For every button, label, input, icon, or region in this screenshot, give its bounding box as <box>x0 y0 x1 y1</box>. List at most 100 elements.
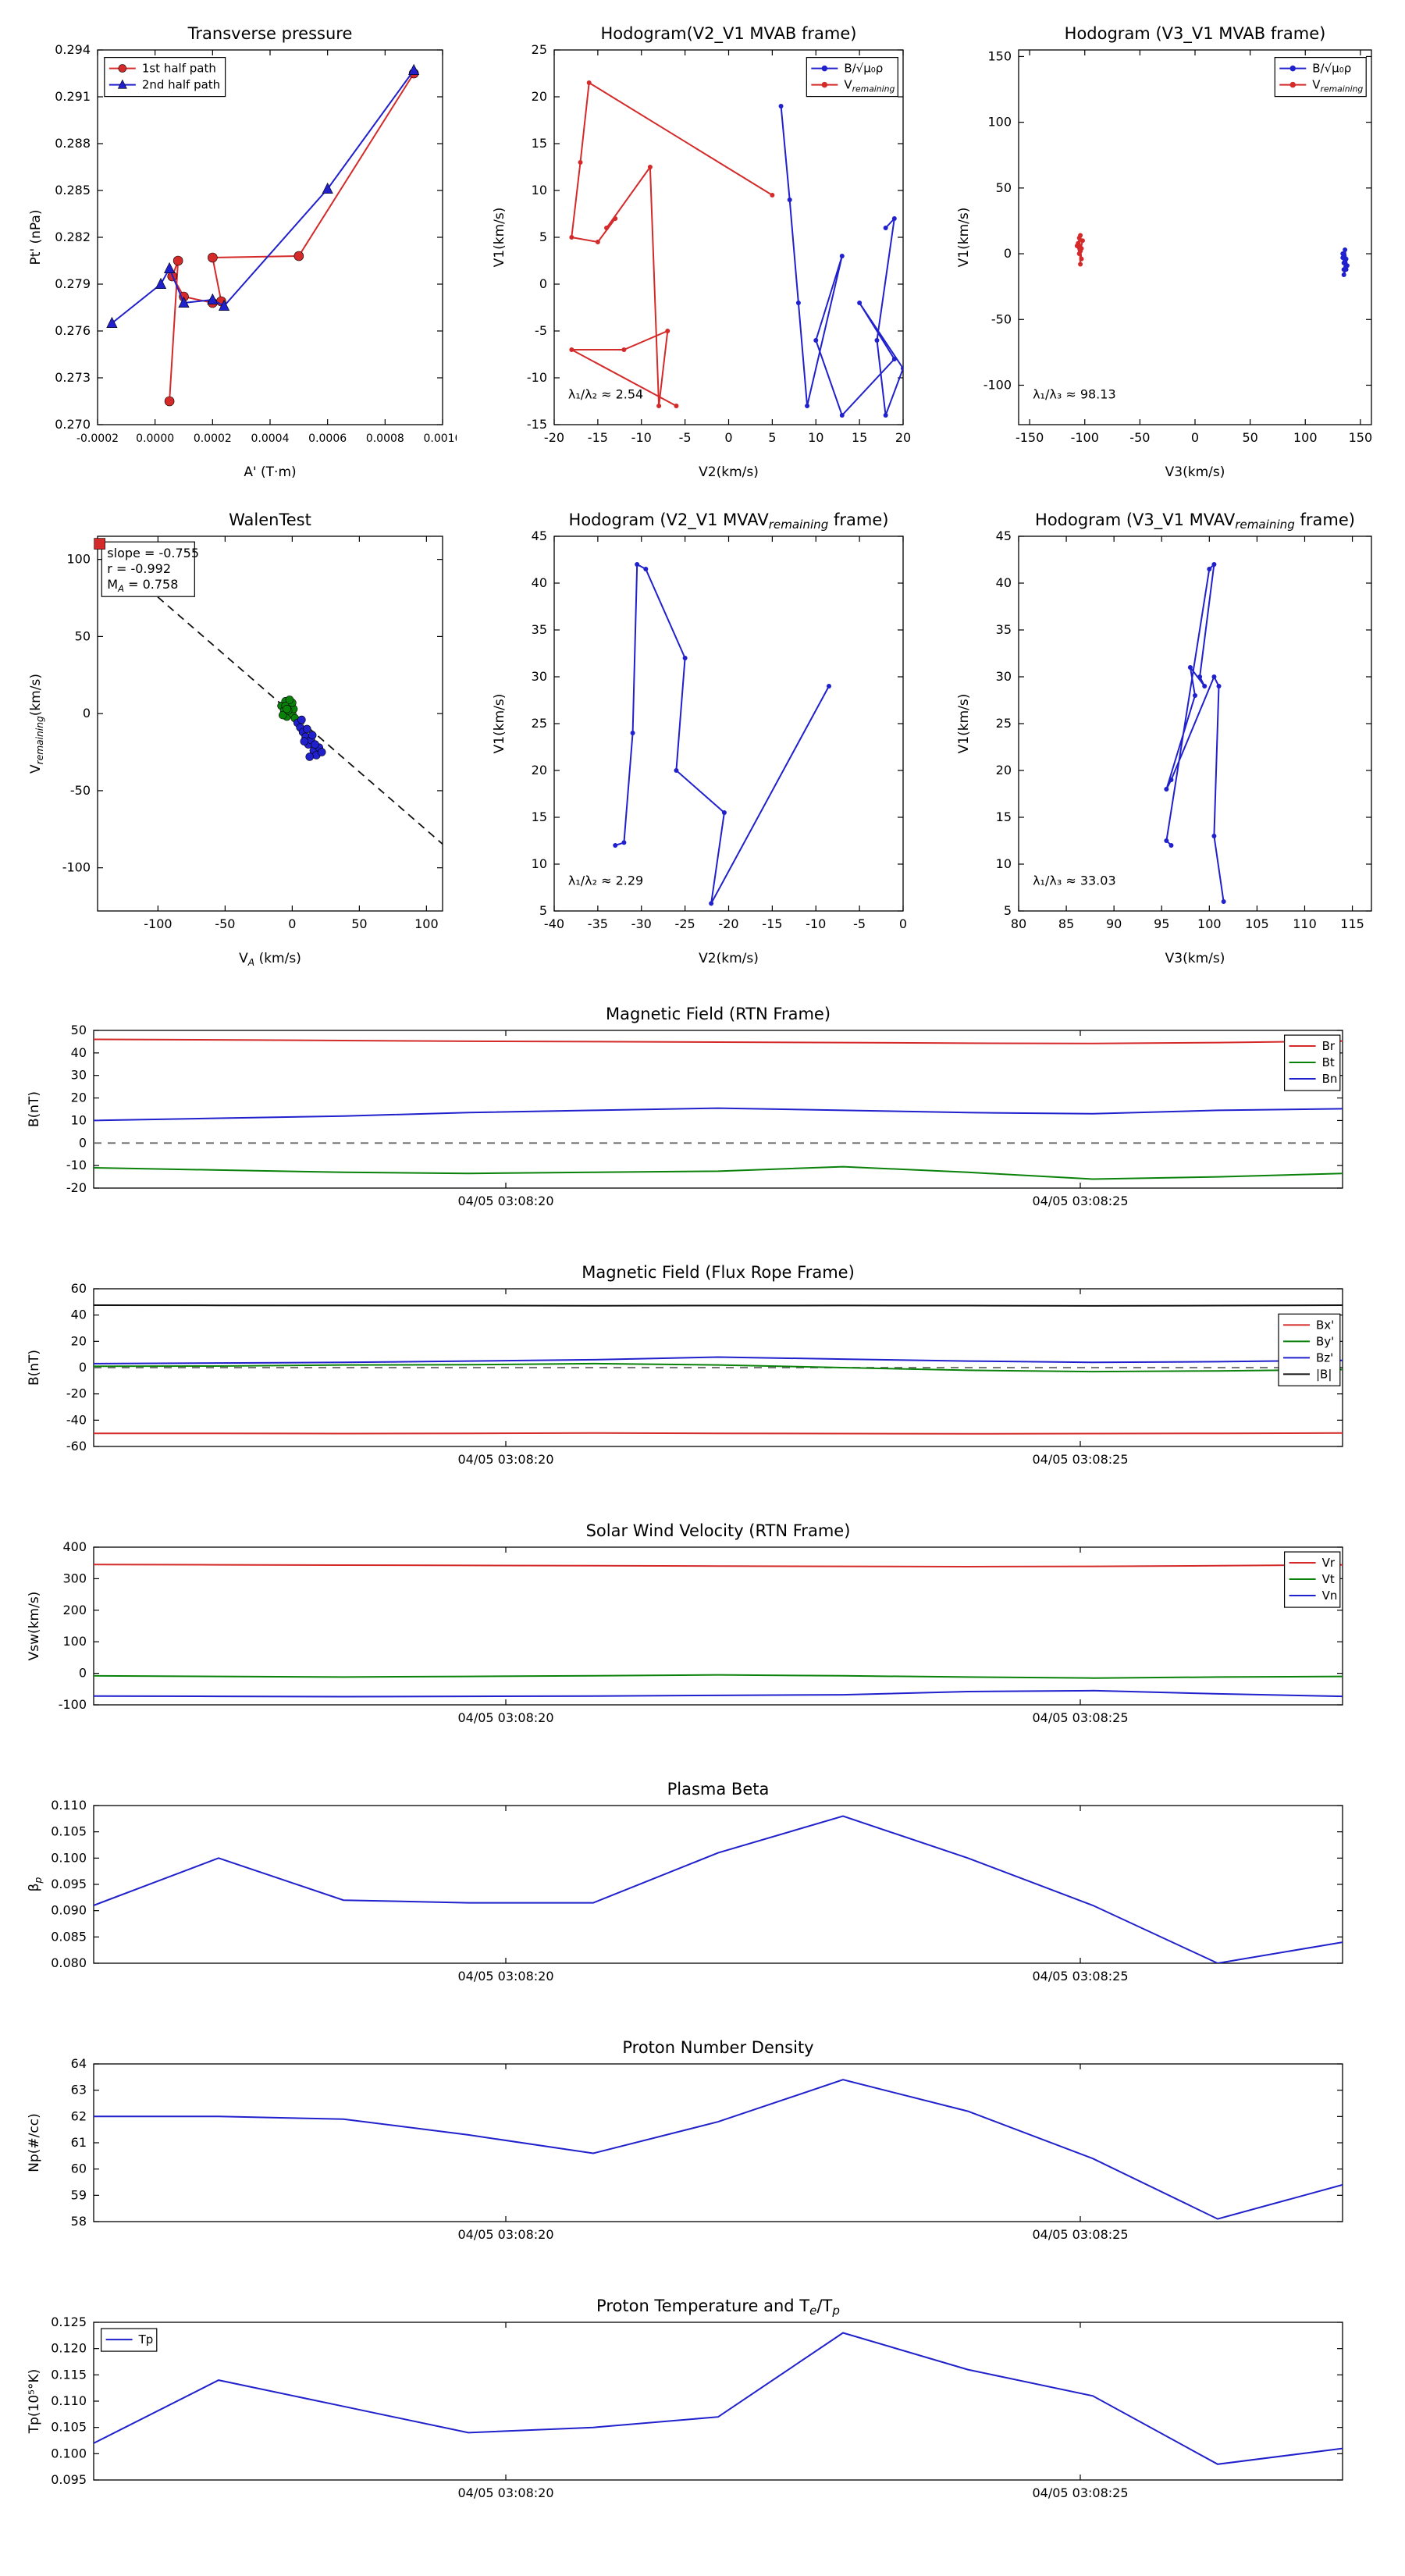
mag-rtn-series-br <box>94 1038 1343 1044</box>
svg-text:0.0002: 0.0002 <box>194 432 232 445</box>
svg-text:-0.0002: -0.0002 <box>76 432 119 445</box>
hodogram-v2v1-mvab-title: Hodogram(V2_V1 MVAB frame) <box>601 24 857 44</box>
svg-text:Bt: Bt <box>1322 1055 1335 1069</box>
svg-text:25: 25 <box>532 716 547 731</box>
transverse-pressure-legend: 1st half path 2nd half path <box>104 56 226 98</box>
svg-text:0: 0 <box>899 916 907 931</box>
svg-text:Vremaining: Vremaining <box>844 78 895 94</box>
svg-text:15: 15 <box>852 430 867 445</box>
svg-text:0: 0 <box>288 916 296 931</box>
svg-text:0.276: 0.276 <box>55 323 91 338</box>
svg-text:04/05 03:08:25: 04/05 03:08:25 <box>1032 2227 1128 2242</box>
plasma-beta-title: Plasma Beta <box>667 1780 770 1799</box>
hodogram-v3v1-mvav-ylabel: V1(km/s) <box>956 694 972 754</box>
svg-text:45: 45 <box>996 528 1012 543</box>
svg-text:0.095: 0.095 <box>51 1877 87 1891</box>
hodogram-v2v1-mvab-series-b <box>780 105 903 417</box>
hodogram-v2v1-mvab-plot-area <box>553 49 904 425</box>
hodogram-v3v1-mvab-title: Hodogram (V3_V1 MVAB frame) <box>1065 24 1326 44</box>
chart-magnetic-field-rtn: Magnetic Field (RTN Frame) 04/05 03:08:20… <box>20 999 1362 1226</box>
proton-temp-plot-area <box>93 2322 1343 2481</box>
svg-text:slope = -0.755: slope = -0.755 <box>107 546 199 560</box>
svg-text:-5: -5 <box>679 430 692 445</box>
walen-test-series-fit-line <box>98 544 443 845</box>
hodogram-v2v1-mvav-series-v <box>614 563 830 904</box>
svg-text:MA = 0.758: MA = 0.758 <box>107 577 178 594</box>
hodogram-v3v1-mvav-svg: Hodogram (V3_V1 MVAVremaining frame) 80 85… <box>956 511 1372 966</box>
mag-fluxrope-ylabel: B(nT) <box>27 1350 42 1386</box>
chart-plasma-beta: Plasma Beta 04/05 03:08:20 04/05 03:08:25 0… <box>20 1774 1362 2001</box>
chart-hodogram-v2v1-mvav: Hodogram (V2_V1 MVAVremaining frame) -40 -… <box>480 503 917 972</box>
plasma-beta-svg: Plasma Beta 04/05 03:08:20 04/05 03:08:25 0… <box>27 1780 1343 1984</box>
svg-text:45: 45 <box>532 528 547 543</box>
svg-text:-20: -20 <box>66 1180 87 1195</box>
svg-text:04/05 03:08:20: 04/05 03:08:20 <box>457 1194 553 1208</box>
walen-test-info-box <box>101 541 195 597</box>
svg-text:0.085: 0.085 <box>51 1929 87 1944</box>
mag-fluxrope-legend: Bx' By' Bz' |B| <box>1278 1313 1341 1386</box>
svg-text:50: 50 <box>351 916 367 931</box>
svg-text:-10: -10 <box>806 916 826 931</box>
svg-text:0.279: 0.279 <box>55 276 91 291</box>
svg-text:0: 0 <box>79 1666 87 1681</box>
svg-text:Vremaining: Vremaining <box>1312 78 1363 94</box>
svg-text:5: 5 <box>539 903 547 918</box>
svg-text:-10: -10 <box>66 1158 87 1172</box>
svg-text:100: 100 <box>414 916 439 931</box>
chart-hodogram-v3v1-mvab: Hodogram (V3_V1 MVAB frame) -150 -100 -50 0 5… <box>944 17 1385 486</box>
svg-text:-40: -40 <box>66 1412 87 1427</box>
proton-density-title: Proton Number Density <box>622 2038 813 2057</box>
svg-text:100: 100 <box>1197 916 1222 931</box>
svg-text:35: 35 <box>532 622 547 637</box>
svg-text:50: 50 <box>75 628 91 643</box>
svg-text:20: 20 <box>996 763 1012 777</box>
hodogram-v2v1-mvab-annotation: λ₁/λ₂ ≈ 2.54 <box>568 386 643 401</box>
svg-text:20: 20 <box>532 763 547 777</box>
hodogram-v2v1-mvav-ylabel: V1(km/s) <box>492 694 507 754</box>
svg-text:0.0004: 0.0004 <box>251 432 290 445</box>
svg-text:150: 150 <box>987 48 1012 63</box>
svg-text:10: 10 <box>71 1112 87 1127</box>
chart-solar-wind-velocity: Solar Wind Velocity (RTN Frame) 04/05 03:… <box>20 1516 1362 1742</box>
hodogram-v2v1-mvab-xlabel: V2(km/s) <box>699 464 759 480</box>
svg-text:0: 0 <box>724 430 732 445</box>
svg-text:25: 25 <box>996 716 1012 731</box>
svg-text:04/05 03:08:25: 04/05 03:08:25 <box>1032 1194 1128 1208</box>
chart-proton-temperature: Proton Temperature and Te/Tp 04/05 03:08:… <box>20 2291 1362 2517</box>
svg-text:-35: -35 <box>588 916 608 931</box>
svg-text:10: 10 <box>532 183 547 197</box>
svg-text:0: 0 <box>539 276 547 291</box>
mag-fluxrope-series-by- <box>94 1362 1343 1373</box>
vsw-rtn-series-vn <box>94 1689 1343 1698</box>
mag-rtn-ylabel: B(nT) <box>27 1091 42 1127</box>
svg-text:100: 100 <box>66 552 91 567</box>
vsw-rtn-series-vr <box>94 1564 1343 1568</box>
hodogram-v2v1-mvab-ylabel: V1(km/s) <box>492 208 507 268</box>
svg-text:-15: -15 <box>527 417 547 432</box>
proton-temp-legend: Tp <box>100 2328 158 2352</box>
svg-text:15: 15 <box>996 809 1012 824</box>
svg-text:0.090: 0.090 <box>51 1903 87 1918</box>
svg-text:-5: -5 <box>535 323 547 338</box>
chart-transverse-pressure: Transverse pressure -0.0002 0.0000 0.0002 0.… <box>20 17 457 486</box>
svg-text:04/05 03:08:20: 04/05 03:08:20 <box>457 1969 553 1984</box>
chart-walen-test: WalenTest -100 -50 0 50 100 -100 -50 0 50 100 VA (k… <box>20 503 457 972</box>
svg-text:60: 60 <box>71 2161 87 2176</box>
hodogram-v3v1-mvab-annotation: λ₁/λ₃ ≈ 98.13 <box>1033 386 1116 401</box>
svg-text:90: 90 <box>1106 916 1122 931</box>
svg-text:40: 40 <box>71 1045 87 1060</box>
svg-text:Vt: Vt <box>1322 1572 1335 1586</box>
svg-text:B/√μ₀ρ: B/√μ₀ρ <box>844 62 883 76</box>
svg-text:0.120: 0.120 <box>51 2341 87 2356</box>
svg-text:0: 0 <box>83 706 91 720</box>
svg-text:20: 20 <box>71 1333 87 1348</box>
svg-text:0.282: 0.282 <box>55 229 91 244</box>
svg-text:30: 30 <box>71 1068 87 1083</box>
svg-text:Tp: Tp <box>138 2332 154 2347</box>
svg-text:50: 50 <box>996 180 1012 195</box>
mag-fluxrope-series-bz- <box>94 1356 1343 1364</box>
svg-text:Bx': Bx' <box>1316 1318 1334 1332</box>
svg-text:60: 60 <box>71 1281 87 1296</box>
walen-test-plot-area <box>97 535 443 912</box>
proton-temp-svg: Proton Temperature and Te/Tp 04/05 03:08:… <box>27 2297 1343 2500</box>
